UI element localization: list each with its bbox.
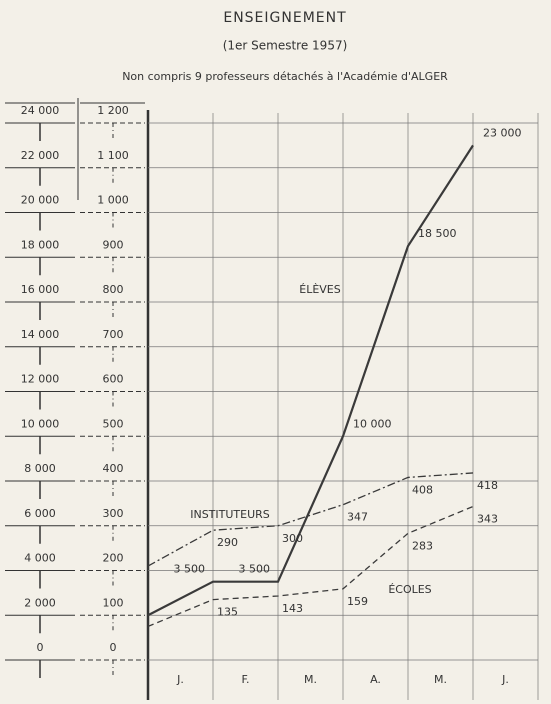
y-tick-label: 6 000	[24, 507, 56, 520]
data-label: 10 000	[353, 417, 392, 430]
series-name: ÉLÈVES	[299, 283, 341, 296]
series-name: ÉCOLES	[388, 583, 431, 596]
x-tick-label: F.	[241, 673, 249, 686]
chart-title: ENSEIGNEMENT	[223, 10, 346, 26]
y-tick-label: 10 000	[21, 417, 60, 430]
data-label: 3 500	[174, 563, 206, 576]
data-label: 135	[217, 606, 238, 619]
data-label: 347	[347, 511, 368, 524]
y-tick-label: 24 000	[21, 104, 60, 117]
y2-tick-label: 700	[103, 328, 124, 341]
y-tick-label: 4 000	[24, 552, 56, 565]
data-label: 3 500	[239, 563, 271, 576]
data-label: 343	[477, 513, 498, 526]
y2-tick-label: 200	[103, 552, 124, 565]
data-label: 300	[282, 532, 303, 545]
x-tick-label: M.	[304, 673, 317, 686]
y2-tick-label: 600	[103, 373, 124, 386]
series-name: INSTITUTEURS	[190, 508, 270, 521]
y-tick-label: 2 000	[24, 596, 56, 609]
y-tick-label: 0	[37, 641, 44, 654]
data-label: 143	[282, 602, 303, 615]
x-tick-label: J.	[176, 673, 184, 686]
chart-subtitle: (1er Semestre 1957)	[223, 39, 348, 53]
data-label: 283	[412, 539, 433, 552]
data-label: 18 500	[418, 227, 457, 240]
y2-tick-label: 100	[103, 596, 124, 609]
y2-tick-label: 500	[103, 417, 124, 430]
y-tick-label: 18 000	[21, 238, 60, 251]
y2-tick-label: 1 200	[97, 104, 129, 117]
y2-tick-label: 900	[103, 238, 124, 251]
y-tick-label: 14 000	[21, 328, 60, 341]
y2-tick-label: 300	[103, 507, 124, 520]
y2-tick-label: 400	[103, 462, 124, 475]
series-line	[147, 472, 474, 567]
y2-tick-label: 800	[103, 283, 124, 296]
series-line	[147, 144, 474, 617]
x-tick-label: J.	[501, 673, 509, 686]
y-tick-label: 16 000	[21, 283, 60, 296]
data-label: 290	[217, 536, 238, 549]
y-tick-label: 20 000	[21, 194, 60, 207]
y-tick-label: 8 000	[24, 462, 56, 475]
data-label: 23 000	[483, 126, 522, 139]
chart-note: Non compris 9 professeurs détachés à l'A…	[122, 70, 448, 83]
y2-tick-label: 0	[110, 641, 117, 654]
y2-tick-label: 1 000	[97, 194, 129, 207]
data-label: 408	[412, 483, 433, 496]
data-label: 159	[347, 595, 368, 608]
x-tick-label: M.	[434, 673, 447, 686]
x-tick-label: A.	[370, 673, 381, 686]
y-tick-label: 12 000	[21, 373, 60, 386]
data-label: 418	[477, 479, 498, 492]
y2-tick-label: 1 100	[97, 149, 129, 162]
y-tick-label: 22 000	[21, 149, 60, 162]
